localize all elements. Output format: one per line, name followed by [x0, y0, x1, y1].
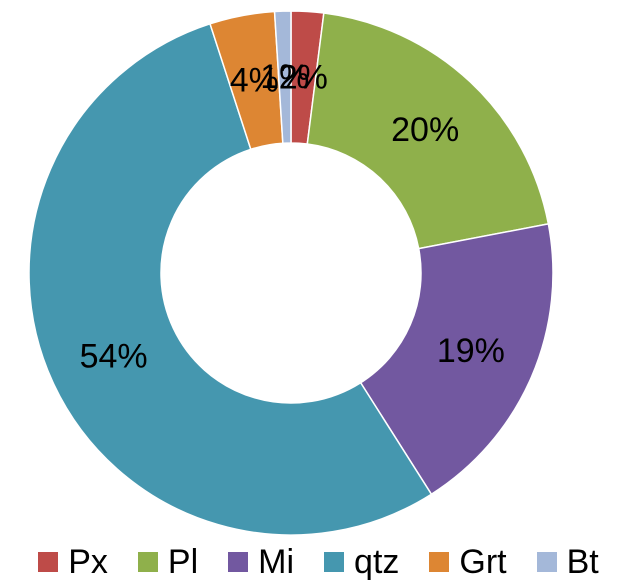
data-label-qtz: 54%	[80, 337, 148, 375]
legend-label-pl: Pl	[167, 543, 199, 581]
slice-mi	[359, 223, 554, 496]
slices-group	[28, 10, 554, 536]
legend-label-mi: Mi	[258, 543, 295, 581]
legend-label-px: Px	[68, 543, 108, 581]
legend-swatch-grt	[429, 552, 450, 572]
legend-swatch-mi	[228, 552, 249, 572]
legend-label-qtz: qtz	[354, 543, 400, 581]
legend-item-pl: Pl	[137, 543, 199, 581]
data-label-bt: 1%	[260, 58, 309, 96]
data-label-pl: 20%	[391, 111, 459, 149]
legend-item-bt: Bt	[536, 543, 599, 581]
legend-label-bt: Bt	[566, 543, 599, 581]
slice-pl	[306, 12, 550, 250]
data-label-mi: 19%	[437, 332, 505, 370]
data-labels-group: 2% 20% 19% 54% 4%1%	[80, 58, 505, 375]
legend-item-qtz: qtz	[324, 545, 399, 579]
legend-item-grt: Grt	[429, 543, 507, 581]
legend-swatch-qtz	[324, 552, 345, 572]
legend-swatch-pl	[137, 552, 158, 572]
donut-chart-svg: 2% 20% 19% 54% 4%1%	[28, 10, 554, 536]
legend-item-mi: Mi	[228, 545, 294, 579]
slice-bt	[273, 10, 292, 145]
legend-item-px: Px	[38, 545, 108, 579]
legend-label-grt: Grt	[459, 543, 507, 581]
data-label-px: 2%	[279, 58, 328, 96]
legend: Px Pl Mi qtz Grt Bt	[0, 540, 637, 584]
legend-swatch-px	[38, 552, 59, 572]
slice-qtz	[28, 22, 433, 536]
data-label-grt: 4%	[230, 61, 279, 99]
legend-swatch-bt	[536, 552, 557, 572]
